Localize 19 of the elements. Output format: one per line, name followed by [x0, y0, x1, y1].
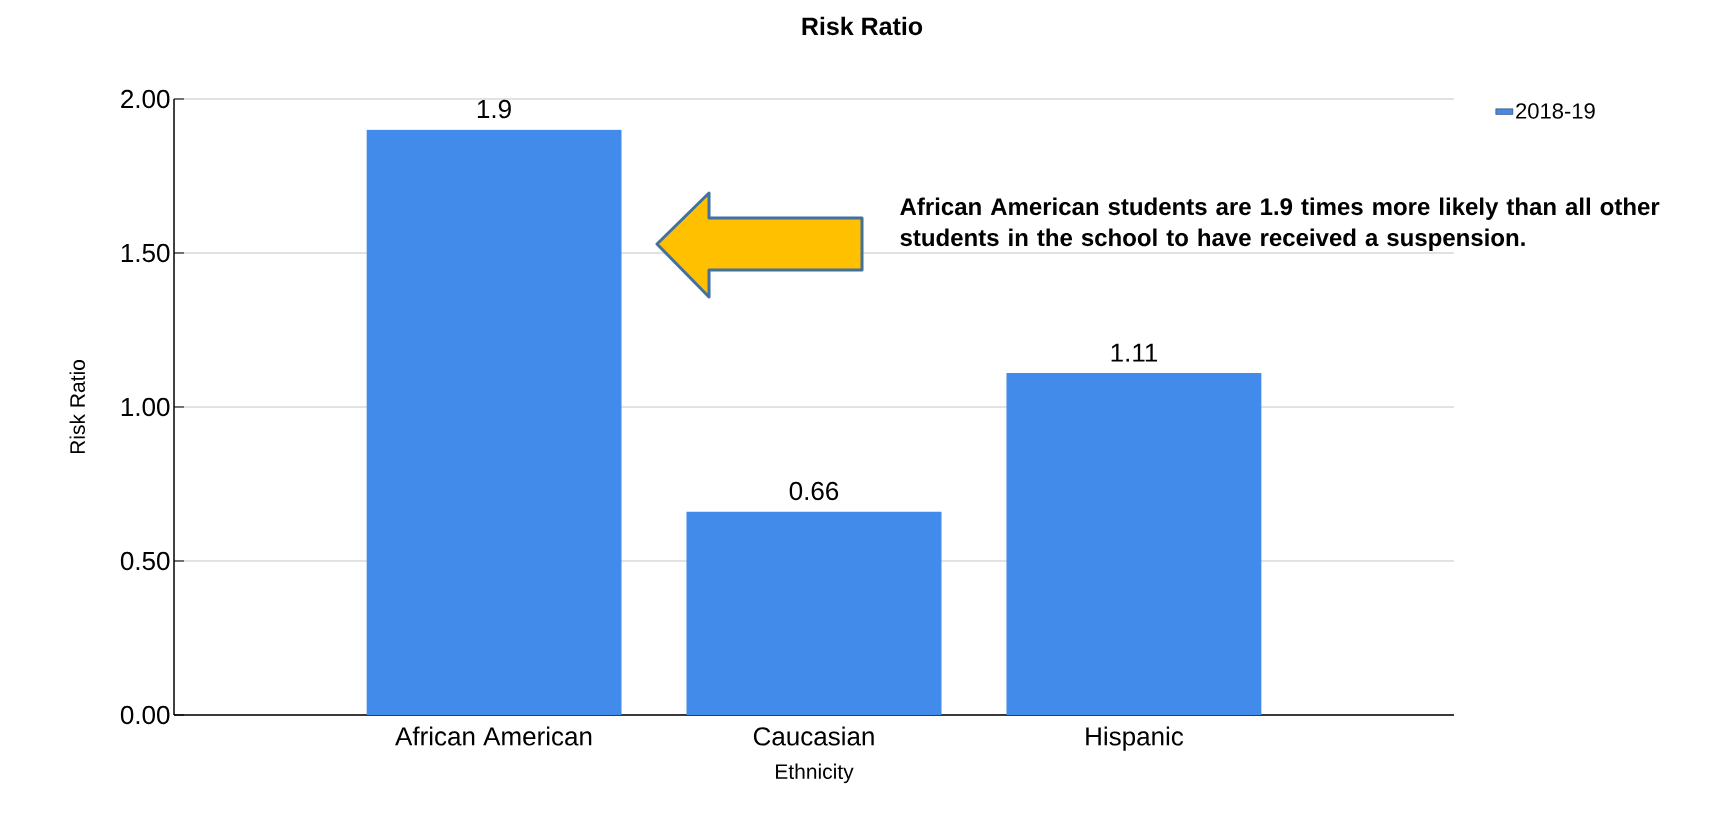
y-tick-label: 0.00 [120, 705, 170, 725]
chart-title: Risk Ratio [802, 16, 923, 36]
y-tick-label: 0.50 [120, 551, 170, 571]
annotation: African American students are 1.9 times more likely than all other students in the school to have received a suspension. [900, 197, 1660, 251]
x-tick-label: Caucasian [753, 726, 874, 746]
bar [366, 129, 622, 715]
bar [1006, 373, 1262, 715]
y-axis-title: Risk Ratio [69, 360, 86, 454]
y-tick-label: 1.00 [121, 397, 170, 417]
data-label: 0.66 [789, 481, 839, 501]
legend-label: 2018-19 [1516, 103, 1595, 119]
x-axis-title: Ethnicity [776, 763, 854, 784]
data-label: 1.9 [477, 99, 511, 119]
y-tick-label: 1.50 [121, 243, 170, 263]
x-tick-label: Hispanic [1086, 726, 1184, 751]
y-tick-label: 2.00 [121, 89, 170, 109]
bar [686, 511, 942, 715]
x-tick-label: African American [395, 726, 592, 746]
data-label: 1.11 [1111, 343, 1158, 362]
